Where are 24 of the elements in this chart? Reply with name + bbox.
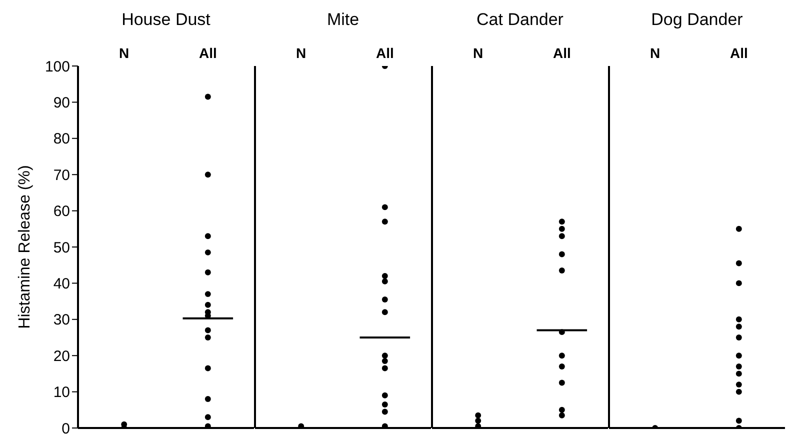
y-tick-label: 90 bbox=[53, 94, 70, 112]
chart-title: Cat Dander bbox=[476, 10, 564, 30]
x-tick-label: All bbox=[730, 45, 748, 61]
x-tick-label: N bbox=[119, 45, 130, 61]
x-tick-label: All bbox=[198, 45, 217, 61]
x-tick-label: N bbox=[650, 45, 660, 61]
y-tick-label: 30 bbox=[53, 312, 70, 329]
y-tick-label: 0 bbox=[62, 420, 70, 438]
x-tick-label: N bbox=[473, 45, 484, 61]
y-tick-label: 40 bbox=[53, 276, 70, 293]
y-tick-label: 80 bbox=[53, 130, 70, 148]
x-tick-label: N bbox=[296, 45, 306, 61]
y-tick-label: 70 bbox=[53, 166, 70, 184]
y-tick-label: 20 bbox=[53, 348, 70, 365]
y-tick-label: 60 bbox=[53, 203, 70, 220]
y-axis-title: Histamine Release (%) bbox=[16, 165, 34, 329]
x-tick-label: All bbox=[552, 45, 571, 61]
chart-title: Dog Dander bbox=[650, 10, 744, 30]
chart-title: Mite bbox=[326, 10, 360, 30]
x-tick-label: All bbox=[376, 45, 394, 61]
y-tick-label: 50 bbox=[53, 239, 70, 256]
y-tick-label: 100 bbox=[44, 58, 70, 76]
y-tick-label: 10 bbox=[53, 384, 70, 402]
chart-title: House Dust bbox=[120, 10, 212, 30]
